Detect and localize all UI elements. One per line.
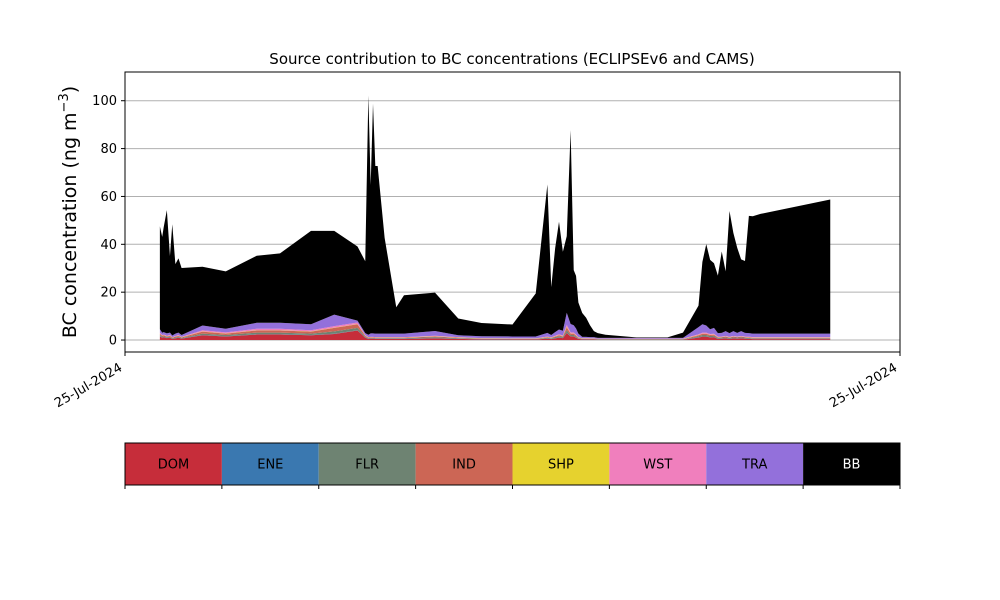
y-axis: 0 20 40 60 80 100 [92, 94, 125, 349]
legend: DOM ENE FLR IND SHP WST TRA BB [124, 442, 901, 489]
y-axis-label-superscript: −3 [57, 93, 72, 112]
area-bb [159, 95, 831, 338]
legend-label-flr: FLR [355, 458, 379, 473]
legend-swatch-flr [318, 443, 416, 485]
legend-swatch-wst [609, 443, 707, 485]
y-tick-label-1: 20 [100, 286, 117, 301]
y-axis-label-close: ) [59, 86, 81, 93]
plot-frame [124, 71, 901, 353]
legend-label-wst: WST [643, 458, 672, 473]
legend-swatch-ind [415, 443, 513, 485]
y-tick-label-3: 60 [100, 190, 117, 205]
y-axis-label: BC concentration (ng m−3) [57, 86, 81, 338]
area-dom [159, 330, 831, 341]
area-ind [159, 324, 831, 340]
y-tick-label-2: 40 [100, 238, 117, 253]
area-flr [159, 327, 831, 340]
x-axis: 25-Jul-2024 25-Jul-2024 [52, 352, 901, 411]
legend-label-tra: TRA [741, 458, 767, 473]
stacked-areas [159, 95, 831, 341]
y-tick-label-4: 80 [100, 142, 117, 157]
y-axis-label-main: BC concentration (ng m [59, 112, 81, 338]
legend-swatch-dom [125, 443, 222, 485]
x-tick-label-1: 25-Jul-2024 [827, 360, 900, 411]
legend-swatch-tra [706, 443, 804, 485]
legend-swatch-bb [803, 443, 900, 485]
legend-label-ene: ENE [257, 458, 283, 473]
area-tra [159, 312, 831, 339]
legend-label-bb: BB [843, 458, 861, 473]
chart-title: Source contribution to BC concentrations… [269, 50, 754, 68]
y-tick-label-0: 0 [109, 334, 117, 349]
area-wst [159, 322, 831, 339]
x-tick-label-0: 25-Jul-2024 [52, 360, 125, 411]
y-tick-label-5: 100 [92, 94, 117, 109]
legend-label-shp: SHP [548, 458, 574, 473]
legend-swatch-shp [512, 443, 610, 485]
legend-swatch-ene [221, 443, 319, 485]
legend-label-ind: IND [452, 458, 476, 473]
legend-label-dom: DOM [158, 458, 189, 473]
